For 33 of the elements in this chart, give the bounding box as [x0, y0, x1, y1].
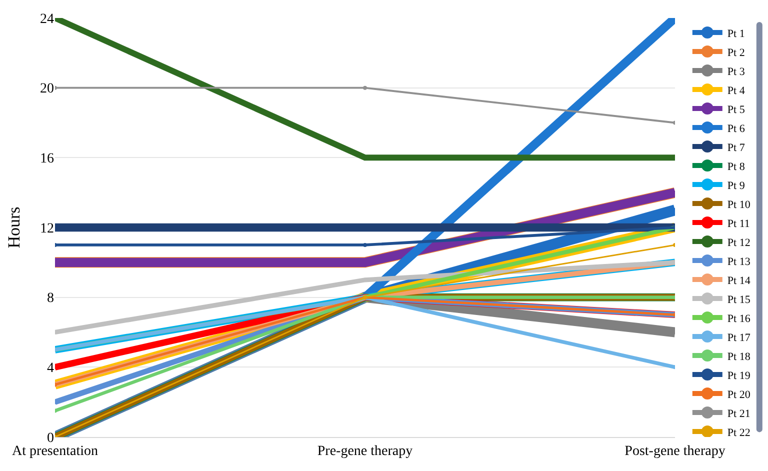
legend-label: Pt 19	[727, 370, 751, 382]
y-tick-label: 8	[47, 291, 54, 306]
legend-label: Pt 5	[727, 104, 746, 116]
y-tick-label: 20	[40, 82, 54, 97]
legend-label: Pt 22	[727, 426, 750, 439]
x-tick-label: Pre-gene therapy	[317, 444, 413, 459]
y-tick-label: 0	[47, 430, 54, 446]
legend-label: Pt 4	[727, 84, 746, 97]
legend-label: Pt 12	[727, 236, 750, 249]
x-tick-label: Post-gene therapy	[624, 444, 726, 459]
legend-label: Pt 11	[727, 218, 750, 230]
legend-label: Pt 16	[727, 312, 751, 325]
y-axis-title: Hours	[4, 206, 24, 248]
legend-label: Pt 17	[727, 332, 751, 344]
y-tick-label: 4	[47, 361, 54, 376]
legend-label: Pt 2	[727, 46, 745, 59]
legend-label: Pt 7	[727, 142, 746, 154]
legend-label: Pt 15	[727, 294, 751, 306]
legend-label: Pt 9	[727, 180, 746, 192]
legend-label: Pt 8	[727, 160, 746, 173]
x-tick-label: At presentation	[12, 444, 98, 459]
y-tick-label: 24	[40, 12, 54, 27]
legend-label: Pt 6	[727, 122, 746, 135]
legend-label: Pt 21	[727, 408, 750, 420]
legend-label: Pt 14	[727, 274, 751, 287]
legend-label: Pt 13	[727, 256, 751, 268]
legend-label: Pt 10	[727, 198, 751, 211]
legend-label: Pt 3	[727, 66, 746, 78]
legend-label: Pt 18	[727, 350, 751, 363]
y-tick-label: 12	[40, 221, 54, 236]
y-tick-label: 16	[40, 152, 54, 167]
legend-label: Pt 1	[727, 28, 745, 40]
legend-label: Pt 20	[727, 388, 751, 401]
